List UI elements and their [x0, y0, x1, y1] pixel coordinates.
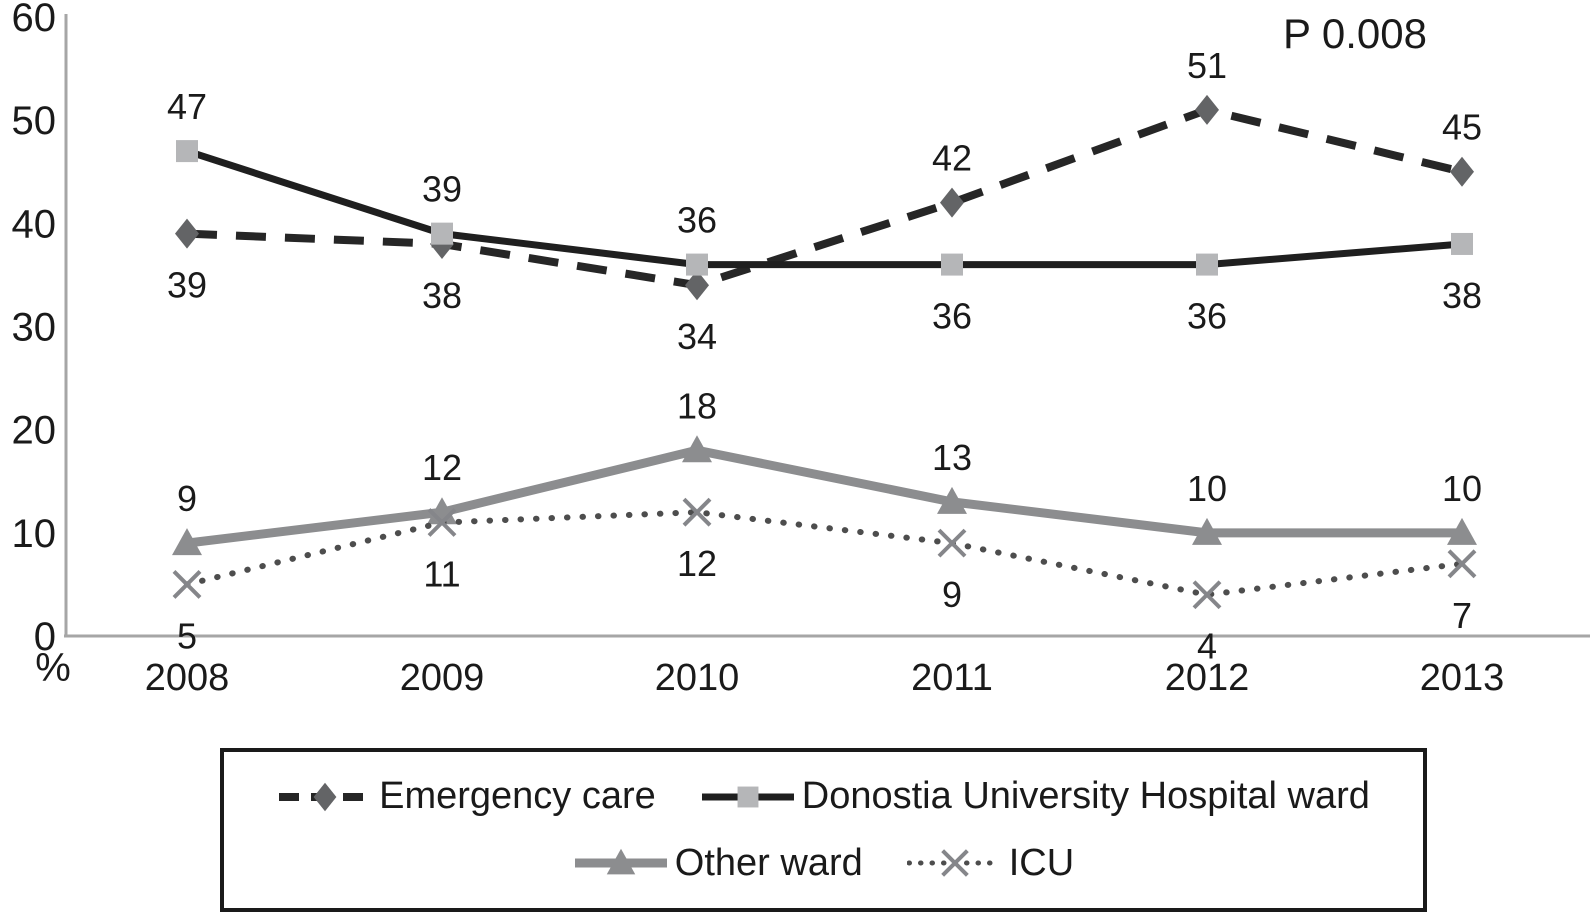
plot-area: 0 10 20 30 40 50 60 2008 2009 2010 2011 2012 2013 39 3… — [12, 0, 1590, 699]
svg-text:12: 12 — [677, 543, 717, 584]
svg-text:36: 36 — [932, 296, 972, 337]
svg-text:36: 36 — [1187, 296, 1227, 337]
svg-text:2009: 2009 — [400, 657, 485, 699]
svg-text:36: 36 — [677, 200, 717, 241]
svg-text:10: 10 — [12, 512, 57, 556]
svg-text:39: 39 — [167, 265, 207, 306]
percent-axis-label: % — [35, 646, 71, 690]
svg-text:11: 11 — [423, 554, 460, 595]
other-ward-solid-triangle-icon — [573, 841, 669, 885]
svg-text:2011: 2011 — [911, 657, 993, 699]
legend-item-other-ward: Other ward — [573, 841, 863, 885]
svg-text:0: 0 — [34, 615, 56, 659]
svg-text:12: 12 — [422, 447, 462, 488]
svg-text:47: 47 — [167, 86, 207, 127]
svg-text:7: 7 — [1452, 595, 1472, 636]
svg-text:10: 10 — [1187, 468, 1227, 509]
legend-box: Emergency care Donostia University Hospi… — [220, 748, 1427, 912]
legend-label: Donostia University Hospital ward — [801, 775, 1370, 818]
svg-text:5: 5 — [177, 615, 197, 656]
svg-text:4: 4 — [1197, 626, 1217, 667]
svg-text:38: 38 — [422, 275, 462, 316]
legend-label: ICU — [1008, 841, 1075, 884]
icu-dotted-x-icon — [906, 841, 1003, 885]
svg-text:2012: 2012 — [1165, 657, 1250, 699]
svg-text:18: 18 — [677, 385, 717, 426]
legend-item-icu: ICU — [906, 841, 1075, 885]
svg-text:9: 9 — [177, 478, 197, 519]
svg-text:50: 50 — [12, 99, 57, 143]
svg-text:30: 30 — [12, 305, 57, 349]
svg-text:2013: 2013 — [1420, 657, 1505, 699]
svg-text:34: 34 — [677, 316, 717, 357]
svg-text:2008: 2008 — [145, 657, 230, 699]
svg-text:60: 60 — [12, 0, 57, 40]
svg-text:9: 9 — [942, 574, 962, 615]
legend-item-emergency-care: Emergency care — [277, 775, 656, 819]
emergency-care-dashed-diamond-icon — [277, 775, 373, 819]
svg-text:2010: 2010 — [655, 657, 740, 699]
legend-row-2: Other ward ICU — [224, 841, 1423, 885]
svg-text:40: 40 — [12, 202, 57, 246]
svg-text:13: 13 — [932, 437, 972, 478]
legend-label: Other ward — [674, 841, 863, 884]
donostia-ward-solid-square-icon — [700, 775, 796, 819]
svg-text:10: 10 — [1442, 468, 1482, 509]
svg-text:20: 20 — [12, 409, 57, 453]
svg-text:42: 42 — [932, 138, 972, 179]
legend-row-1: Emergency care Donostia University Hospi… — [224, 775, 1423, 819]
svg-text:51: 51 — [1187, 45, 1227, 86]
svg-text:39: 39 — [422, 169, 462, 210]
svg-text:38: 38 — [1442, 275, 1482, 316]
p-value-annotation: P 0.008 — [1282, 10, 1428, 57]
svg-text:45: 45 — [1442, 107, 1482, 148]
legend-label: Emergency care — [379, 775, 656, 818]
legend-item-donostia-ward: Donostia University Hospital ward — [700, 775, 1370, 819]
